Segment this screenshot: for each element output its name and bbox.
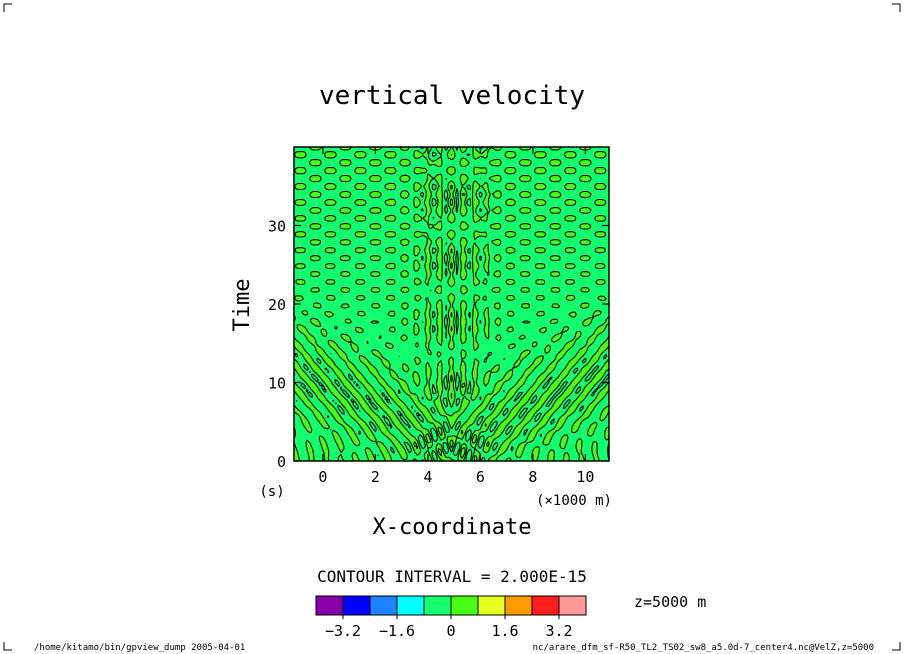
footer-right: nc/arare_dfm_sf-R50_TL2_TS02_sw8_a5.0d-7… [533, 643, 874, 653]
chart-title: vertical velocity [319, 81, 585, 111]
x-tick-label: 0 [318, 468, 327, 486]
colorbar-swatch [531, 595, 560, 616]
y-tick-label: 0 [277, 453, 286, 471]
x-axis-label: X-coordinate [373, 515, 532, 540]
x-tick-label: 2 [371, 468, 380, 486]
axes: 0 2 4 6 8 10 0 10 20 30 [268, 146, 610, 486]
colorbar-swatch [369, 595, 398, 616]
footer-left: /home/kitamo/bin/gpview_dump 2005-04-01 [34, 643, 245, 653]
x-axis-unit: (×1000 m) [536, 493, 612, 509]
contour-field [294, 147, 609, 461]
x-tick-label: 4 [423, 468, 432, 486]
colorbar-swatch [477, 595, 506, 616]
colorbar-swatch [396, 595, 425, 616]
y-tick-label: 10 [268, 375, 286, 393]
colorbar-swatch [504, 595, 533, 616]
y-tick-label: 30 [268, 218, 286, 236]
y-axis-unit: (s) [259, 484, 284, 500]
colorbar-swatch [315, 595, 344, 616]
colorbar: −3.2 −1.6 0 1.6 3.2 [315, 595, 587, 640]
x-tick-label: 10 [576, 468, 594, 486]
x-tick-label: 6 [476, 468, 485, 486]
corner-marks [3, 3, 901, 651]
colorbar-swatch [342, 595, 371, 616]
x-tick-label: 8 [528, 468, 537, 486]
colorbar-swatch [423, 595, 452, 616]
contour-interval-text: CONTOUR INTERVAL = 2.000E-15 [317, 567, 587, 586]
level-label: z=5000 m [634, 593, 706, 611]
colorbar-label: −1.6 [379, 622, 415, 640]
y-tick-label: 20 [268, 296, 286, 314]
colorbar-swatch [558, 595, 587, 616]
y-axis-label: Time [230, 279, 255, 332]
colorbar-label: 1.6 [491, 622, 518, 640]
plot-area [294, 147, 609, 461]
colorbar-label: −3.2 [325, 622, 361, 640]
colorbar-swatch [450, 595, 479, 616]
colorbar-label: 3.2 [545, 622, 572, 640]
colorbar-label: 0 [446, 622, 455, 640]
